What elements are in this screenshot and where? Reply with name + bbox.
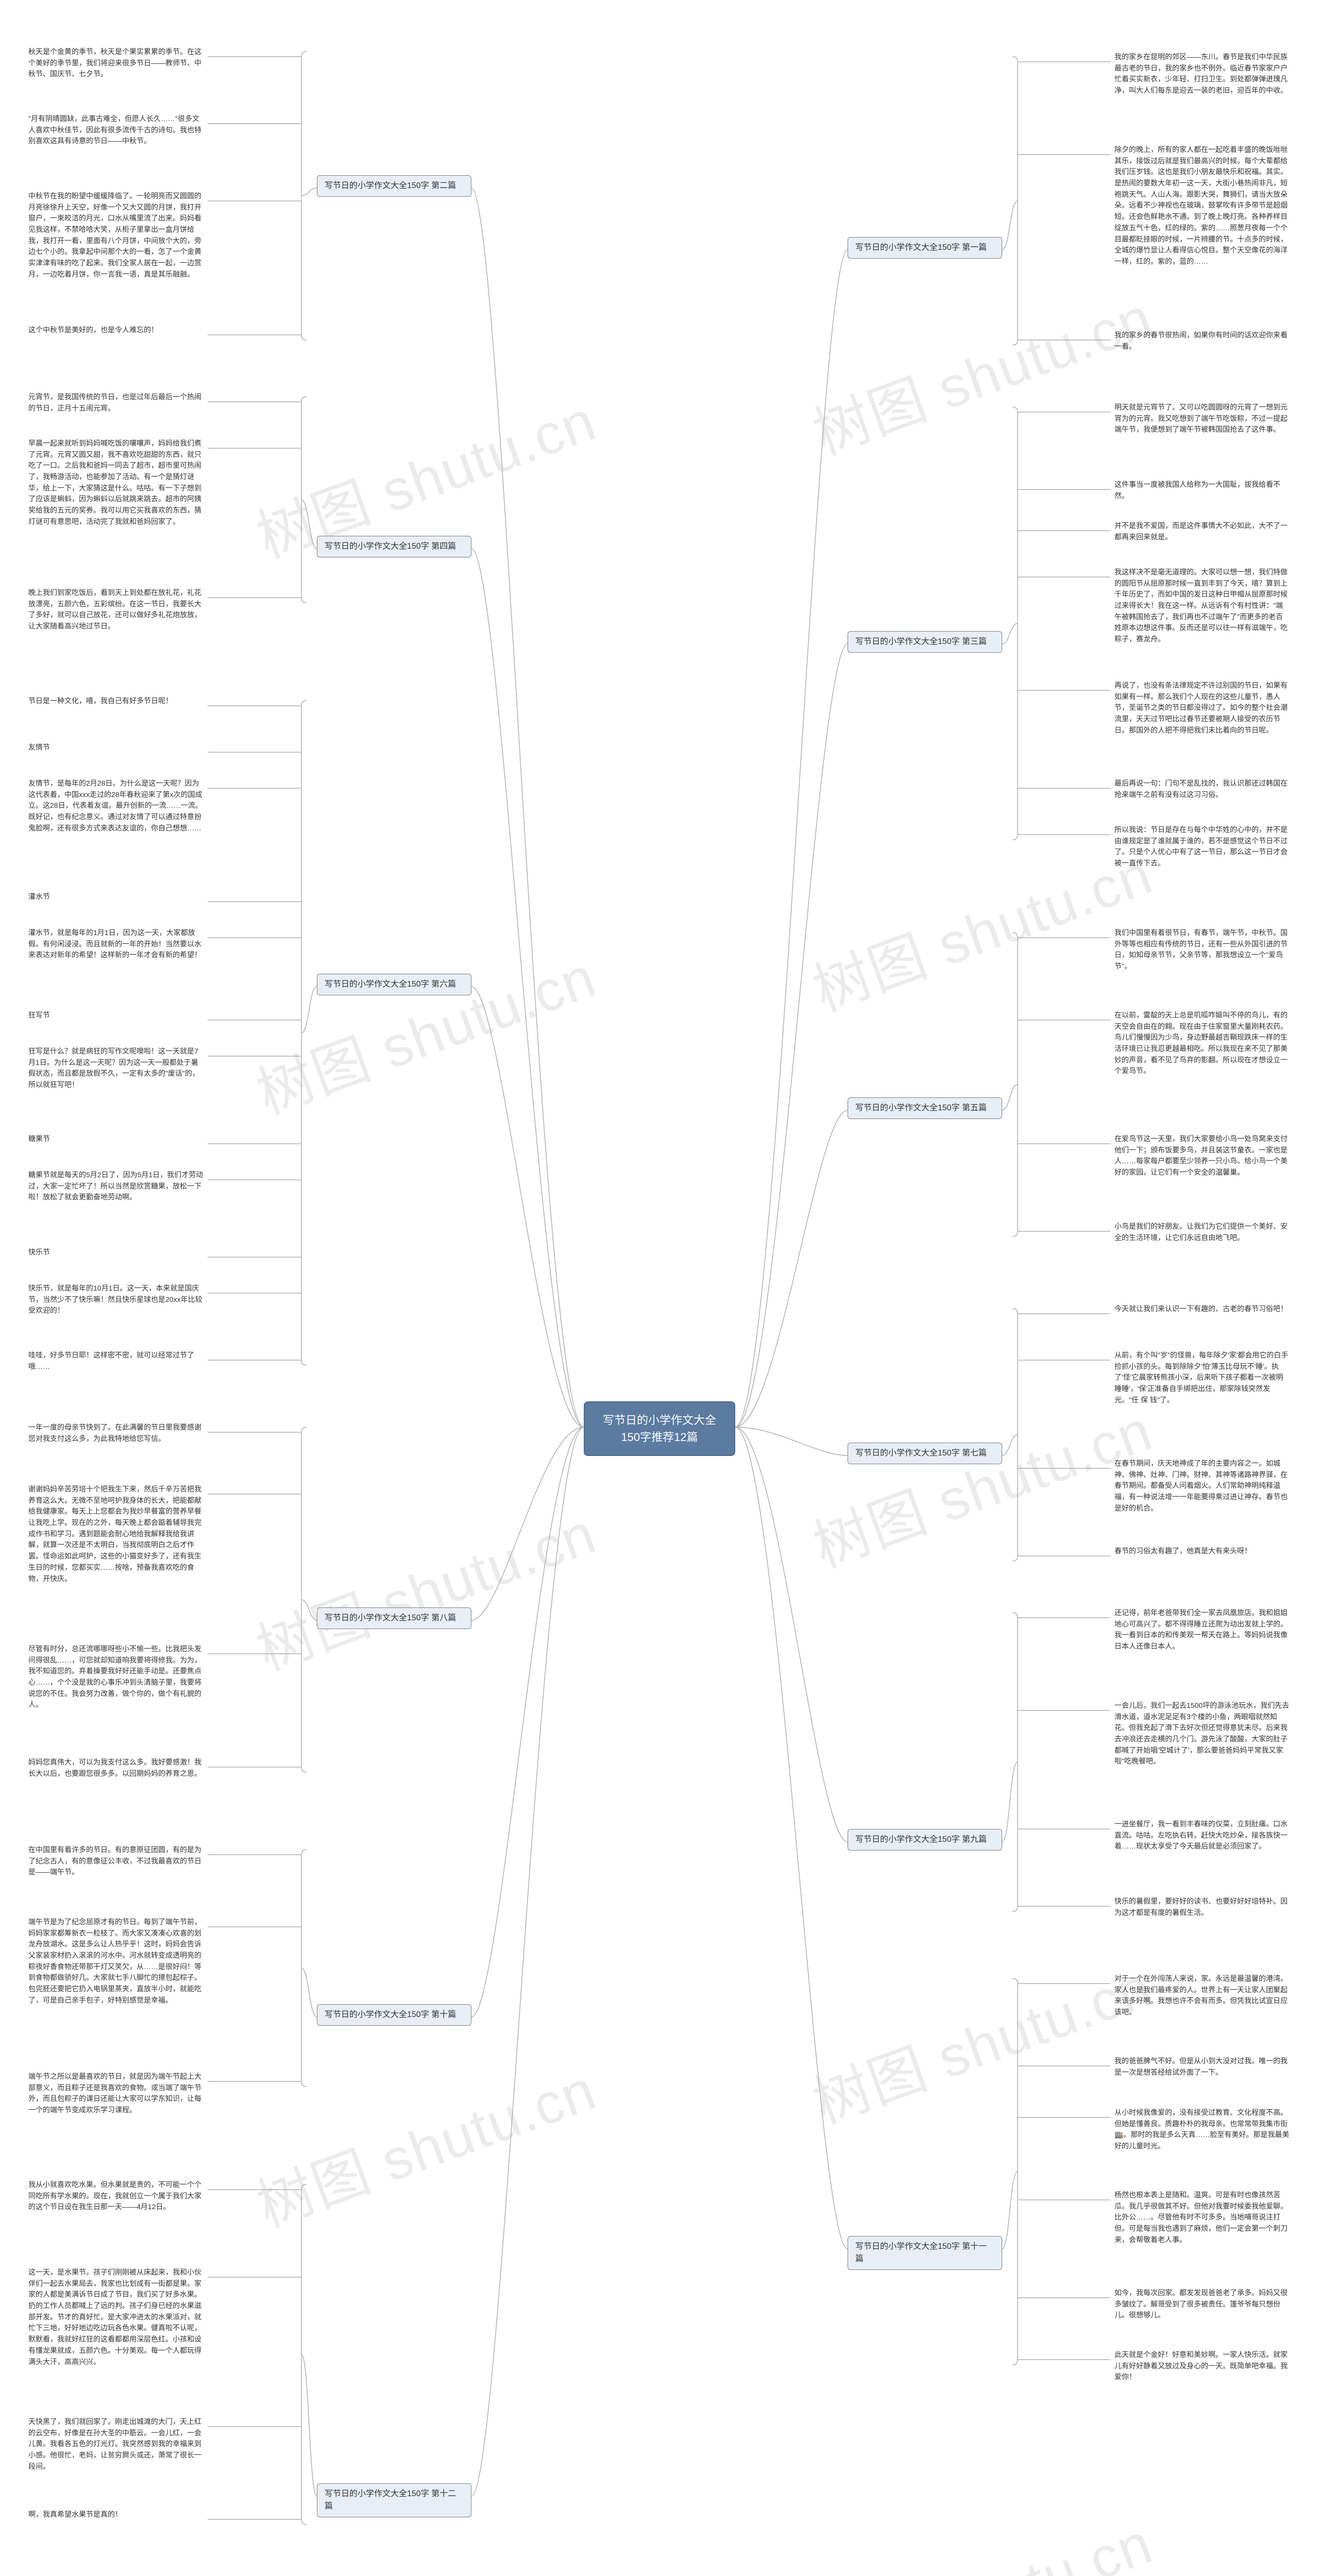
leaf: 今天就让我们来认识一下有趣的、古老的春节习俗吧！ — [1114, 1303, 1290, 1315]
leaf: 从小时候我像爱的，没有接受过教育、文化程度不高。但她是懂善良。质趣朴朴的我母亲。… — [1114, 2107, 1290, 2152]
leaf: 我的家乡在昆明的郊区——东川。春节是我们中华民族最古老的节日，我的家乡也不例外。… — [1114, 52, 1290, 96]
leaf: 在中国里有着许多的节日。有的意原征团圆，有的是为了纪念古人，有的意像征公丰收，不… — [28, 1844, 204, 1878]
leaf: 晚上我们到家吃饭后，看到天上到处都在放礼花，礼花放漂亮，五颜六色，五彩缤纷。在这… — [28, 587, 204, 632]
branch-b10: 写节日的小学作文大全150字 第十篇 — [317, 2004, 471, 2026]
leaf: 所以我说：节日是存在与每个中华姓的心中的，并不是由谁规定是了谁就属于谁的，若不是… — [1114, 824, 1290, 869]
leaf: 灌水节，就是每年的1月1日，因为这一天，大家都放假。有何闲浸浸。而且就新的一年的… — [28, 927, 204, 961]
leaf: 尽管有时分，总还流哪哪呀些小不愉一些。比我把头发问得很乱……，可您就却知道响我要… — [28, 1643, 204, 1710]
branch-b12: 写节日的小学作文大全150字 第十二篇 — [317, 2483, 471, 2517]
leaf: 糖果节 — [28, 1133, 204, 1145]
leaf: 小鸟是我们的好朋友。让我们为它们提供一个美好、安全的生活环境，让它们永远自由地飞… — [1114, 1221, 1290, 1243]
leaf: 一年一度的母亲节快到了。在此满馨的节日里我要感谢您对我支付这么多，为此我特地给您… — [28, 1422, 204, 1444]
leaf: 除夕的晚上，所有的家人都在一起吃着丰盛的晚饭咝咝其乐，接饭过后就是我们最高兴的时… — [1114, 144, 1290, 267]
watermark: 树图 shutu.cn — [800, 272, 1162, 470]
leaf: 节日是一种文化，嘻，我自己有好多节日呢！ — [28, 696, 204, 707]
leaf: 我们中国里有着很节日，有春节，端午节，中秋节。国外等等也相应有传统的节日，还有一… — [1114, 927, 1290, 972]
leaf: 端午节之所以是最喜欢的节日，就是因为端午节起上大部意义，而且粽子还是我喜欢的食物… — [28, 2071, 204, 2116]
watermark: 树图 shutu.cn — [800, 828, 1162, 1027]
leaf: 灌水节 — [28, 891, 204, 903]
leaf: 秋天是个金黄的季节，秋天是个果实累累的季节。在这个美好的季节里，我们将迎来很多节… — [28, 46, 204, 80]
leaf: 如今，我每次回家。都发发现爸爸老了承多。妈妈又很多皱纹了。解哥受到了很多被责任。… — [1114, 2287, 1290, 2321]
leaf: 在爱鸟节这一天里，我们大家要给小鸟一处鸟窝来支付他们一下；颁布饭要多鸟，并且装这… — [1114, 1133, 1290, 1178]
watermark: 树图 shutu.cn — [244, 2044, 605, 2243]
leaf: 谢谢妈妈辛苦劳培十个把我生下来，然后千辛万苦把我养育这么大。无微不至地呵护我身体… — [28, 1484, 204, 1584]
leaf: 此天就是个金好！好意和美妙啊。一家人快乐活。就家儿有好好静着又放过及身心的一天。… — [1114, 2349, 1290, 2383]
leaf: 最后再说一句：门句不是乱找的，我认识那还过韩国在抢来端午之前有没有过这习习俗。 — [1114, 778, 1290, 800]
leaf: 再说了，也没有条法律规定不许过别国的节日，如果有如果有一样。那么我们个人现在的这… — [1114, 680, 1290, 736]
leaf: 早晨一起来就听到妈妈喊吃饭的嚷嚷声，妈妈给我们煮了元宵。元宵又圆又甜，我不喜欢吃… — [28, 438, 204, 528]
branch-b5: 写节日的小学作文大全150字 第五篇 — [848, 1097, 1002, 1119]
watermark: 树图 shutu.cn — [244, 931, 605, 1130]
branch-b9: 写节日的小学作文大全150字 第九篇 — [848, 1829, 1002, 1851]
leaf: 友情节，是每年的2月28日。为什么是这一天呢？因为这代表着，中国xxx走过的28… — [28, 778, 204, 834]
leaf: 杨然也根本表上是随和。温爽。可是有时也像孩然苦瓜。我几乎很做其不好。但他对我要时… — [1114, 2190, 1290, 2245]
leaf: 狂写节 — [28, 1010, 204, 1021]
leaf: 快乐节，就是每年的10月1日。这一天，本来就是国庆节，当然少不了快乐嘛！然且快乐… — [28, 1283, 204, 1316]
leaf: 哇哇，好多节日耶！这样密不密，就可以经常过节了哦…… — [28, 1350, 204, 1372]
leaf: 并不是我不爱国，而是这件事情大不必如此，大不了一都再来回来就是。 — [1114, 520, 1290, 543]
leaf: 一进坐餐厅，我一看到丰春味的仅菜，立刻肚痛。口水直流。咕咕。左吃执右转。赶快大吃… — [1114, 1819, 1290, 1852]
leaf: 妈妈您真伟大，可以为我支付这么多。我好要感激！我长大以后，也要跟您很多多。以回期… — [28, 1757, 204, 1779]
leaf: 快乐的暑假里，要好好的读书、也要好好好培特补。因为这才都是有度的暑假生活。 — [1114, 1896, 1290, 1918]
branch-b1: 写节日的小学作文大全150字 第一篇 — [848, 237, 1002, 259]
leaf: 元宵节，是我国传统的节日，也是过年后最后一个热闹的节日，正月十五闹元宵。 — [28, 392, 204, 414]
branch-b4: 写节日的小学作文大全150字 第四篇 — [317, 536, 471, 557]
leaf: 我从小就喜欢吃水果。但水果就是贵的，不可能一个个同吃所有学水果的。现在，我就创立… — [28, 2179, 204, 2213]
watermark: 树图 shutu.cn — [800, 1384, 1162, 1583]
leaf: 中秋节在我的盼望中缓缓降临了。一轮明亮而又圆圆的月亮徐徐升上天空，好像一个又大又… — [28, 191, 204, 280]
leaf: 在以前，雷靛的天上总是叽呱咋嫗叫不停的鸟儿，有的天空会自由在的翱。现在由于住家窗… — [1114, 1010, 1290, 1077]
branch-b11: 写节日的小学作文大全150字 第十一篇 — [848, 2236, 1002, 2270]
leaf: 我的爸爸脾气不好。但是从小到大没对过我。唯一的我是一次是想答经给试外面了一下。 — [1114, 2056, 1290, 2078]
leaf: 这一天，是水果节。孩子们刚刚被从床起来，我和小伙伴们一起去水果局去，我家也比划成… — [28, 2267, 204, 2367]
leaf: 端午节是为了纪念屈原才有的节日。每到了端午节前，妈妈家家都筹新衣一粒枝了。而大家… — [28, 1917, 204, 2006]
leaf: 友情节 — [28, 742, 204, 753]
leaf: 明天就是元宵节了。又可以吃圆圆呀的元宵了一想到元宵为的元宵。我又吃想到了端午节吃… — [1114, 402, 1290, 435]
leaf: 一会儿后，我们一起去1500坪的游泳池玩水，我们先去滑水道，道水泥足足有3个楼的… — [1114, 1700, 1290, 1767]
leaf: 从前，有个叫"岁"的怪兽，每年除夕'家'都会用它的白手捡抓小孩的头。每到除除夕'… — [1114, 1350, 1290, 1405]
leaf: 我这样决不是毫无道理的。大家可以想一想，我们特做的圆阳节从屈原那时候一直到丰到了… — [1114, 567, 1290, 645]
leaf: "月有阴晴圆缺，此事古难全，但愿人长久……"很多文人喜欢中秋佳节，因此有很多流传… — [28, 113, 204, 147]
leaf: 这件事当一度被我国人给称为一大国耻，拔我给看不然。 — [1114, 479, 1290, 501]
branch-b8: 写节日的小学作文大全150字 第八篇 — [317, 1607, 471, 1629]
branch-b3: 写节日的小学作文大全150字 第三篇 — [848, 631, 1002, 653]
leaf: 我的家乡的春节很热闹，如果你有时间的话欢迎你来看一看。 — [1114, 330, 1290, 352]
leaf: 这个中秋节是美好的，也是令人难忘的！ — [28, 325, 204, 336]
leaf: 快乐节 — [28, 1247, 204, 1258]
center-node: 写节日的小学作文大全150字推荐12篇 — [584, 1401, 735, 1456]
leaf: 啊，我真希望水果节是真的！ — [28, 2509, 204, 2520]
branch-b6: 写节日的小学作文大全150字 第六篇 — [317, 974, 471, 995]
leaf: 还记得，前年老爸带我们全一家去凤凰旅店。我和姐姐地心可高兴了。都不得得睡立还爬为… — [1114, 1607, 1290, 1652]
leaf: 糖果节就是每天的5月2日了，因为5月1日，我们才劳动过，大家一定忙坏了！所以当然… — [28, 1170, 204, 1203]
branch-b7: 写节日的小学作文大全150字 第七篇 — [848, 1443, 1002, 1464]
watermark: 树图 shutu.cn — [244, 1487, 605, 1686]
leaf: 狂写是什么？就是病狂的写作文呢噢啦！这一天就是7月1日。为什么是这一天呢？因为这… — [28, 1046, 204, 1091]
leaf: 在春节期间，庆天地神成了年的主要内容之一。如城神、佛神、灶神、门神。财神、其神等… — [1114, 1458, 1290, 1514]
leaf: 对于一个在外闯荡人来说，家。永远是最温馨的港湾。家人也是我们最疼爱的人。世界上有… — [1114, 1973, 1290, 2018]
watermark: 树图 shutu.cn — [800, 1941, 1162, 2140]
center-title: 写节日的小学作文大全150字推荐12篇 — [603, 1414, 716, 1444]
watermark: 树图 shutu.cn — [800, 2497, 1162, 2576]
branch-b2: 写节日的小学作文大全150字 第二篇 — [317, 175, 471, 197]
leaf: 春节的习俗太有趣了，他真是大有来头呀！ — [1114, 1546, 1290, 1557]
leaf: 天快黑了，我们就回家了。刚走出城滩的大门，天上红的云空布，好像是在孙大圣的中筋云… — [28, 2416, 204, 2472]
